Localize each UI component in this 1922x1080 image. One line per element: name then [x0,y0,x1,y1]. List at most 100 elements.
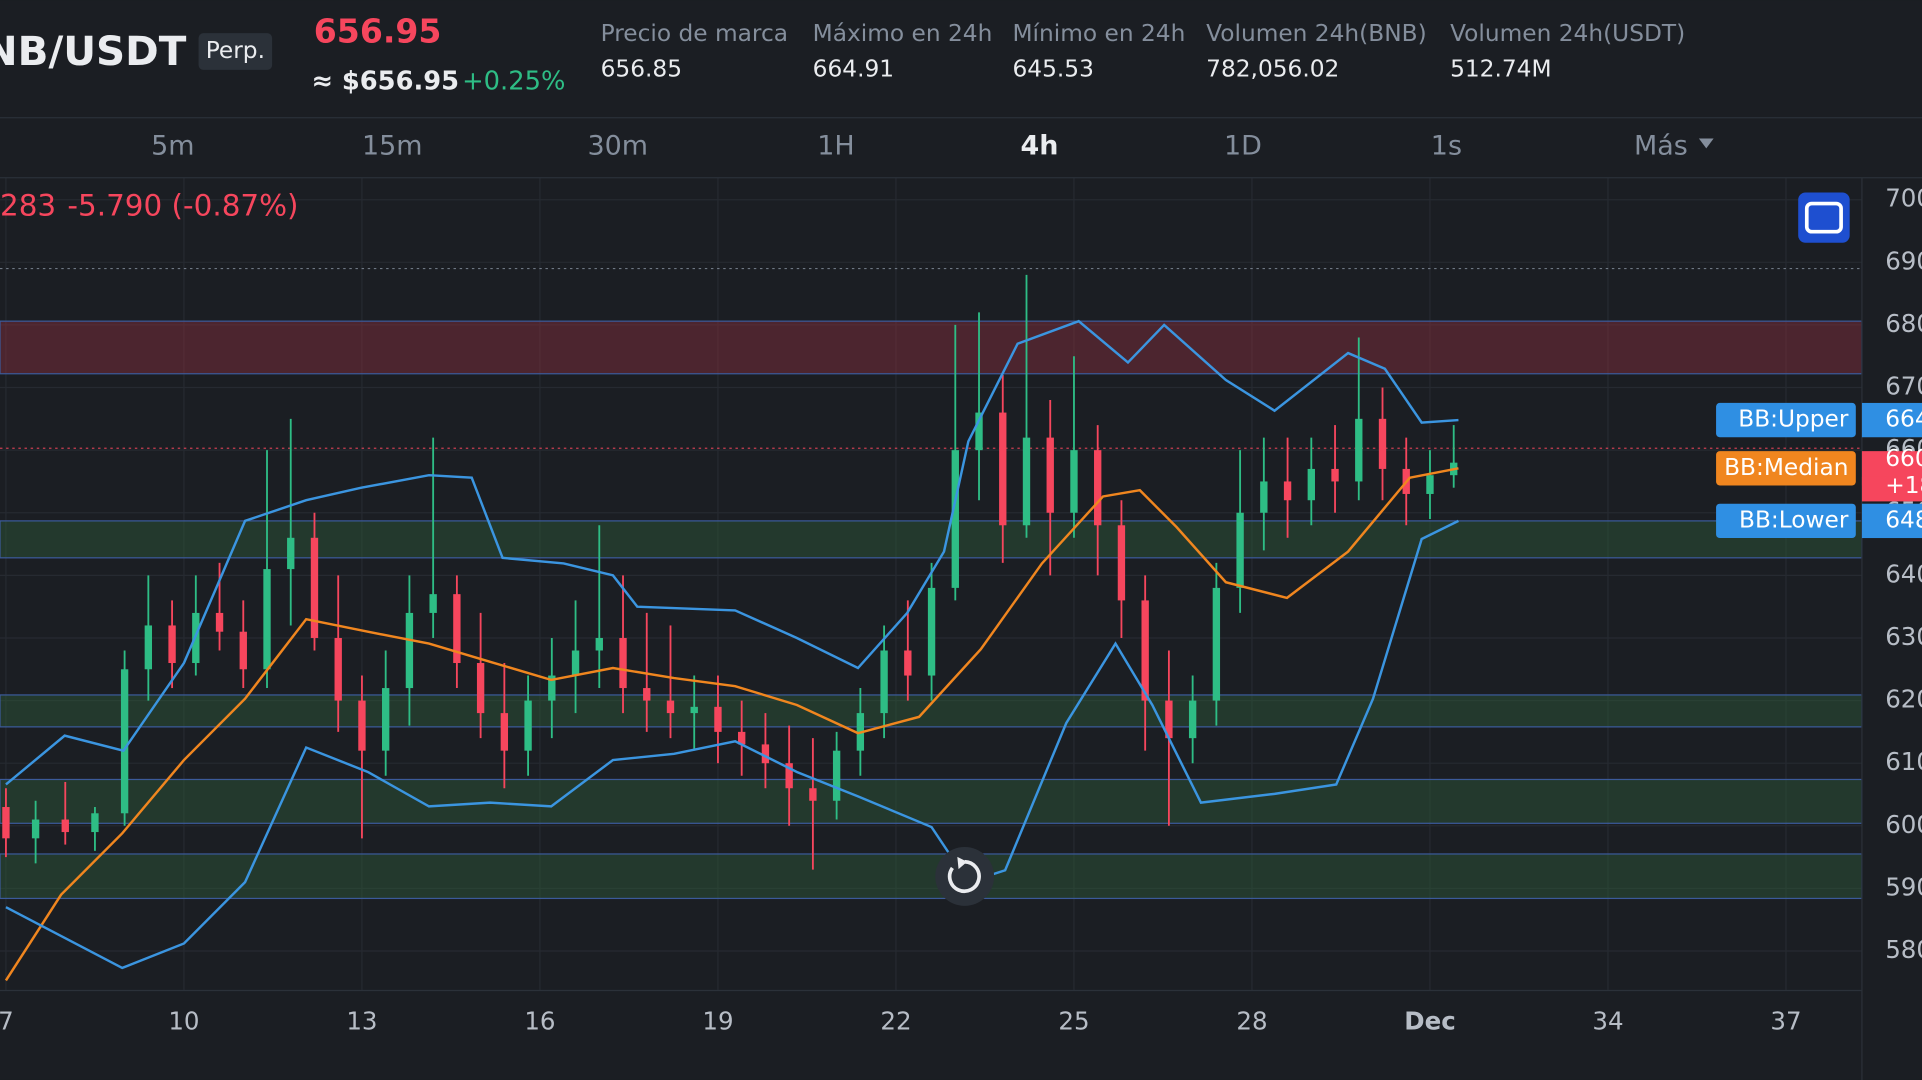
candle-body [951,450,959,588]
candle-body [1283,481,1292,501]
candle-body [382,688,390,751]
y-tick-label: 590 [1885,872,1922,901]
timeframe-tab[interactable]: 1H [817,131,854,162]
candle-body [880,650,888,714]
y-tick-label: 580 [1885,935,1922,964]
stat-value: 645.53 [1012,55,1093,82]
candle-body [643,688,651,701]
candle-body [168,625,176,664]
band-badge [1716,503,1856,539]
candle-body [1212,587,1221,701]
stat-label: Volumen 24h(BNB) [1206,20,1427,47]
y-tick-label: 620 [1885,685,1922,714]
band-line [4,467,1459,982]
x-tick-label: 34 [1592,1006,1623,1035]
candle-body [1260,481,1268,513]
scale-badge [1861,402,1922,438]
candle-body [666,700,675,714]
scale-badge-label: 660 [1885,445,1922,472]
candle-body [785,763,793,789]
candle-body [714,706,722,732]
candle-body [927,587,936,676]
candle-body [91,813,99,833]
candle-body [1355,418,1363,482]
candle-body [429,594,437,613]
stat-label: Máximo en 24h [813,20,993,47]
candle-body [1094,450,1102,526]
candle-body [453,594,461,664]
reset-icon-arrow [957,856,968,870]
candle-body [215,612,224,632]
scale-badge [1861,503,1922,539]
candle-body [690,706,698,714]
timeframe-tab[interactable]: 15m [362,131,423,162]
band-line [5,519,1459,970]
plot-area [0,177,1863,991]
candle-body [619,637,627,689]
timeframe-tab[interactable]: Más [1634,131,1688,162]
candle-body [310,537,319,638]
reset-button[interactable] [935,847,995,906]
legend-change: -5.790 (-0.87%) [67,189,298,223]
stat-label: Volumen 24h(USDT) [1450,20,1685,47]
y-tick-label: 630 [1885,622,1922,651]
timeframe-tab[interactable]: 1s [1431,131,1462,162]
candle-body [1165,700,1173,739]
candle-body [144,625,153,670]
timeframe-tab[interactable]: 4h [1020,131,1058,162]
reset-icon [947,859,981,893]
x-tick-label: Dec [1404,1006,1455,1035]
contract-badge [198,33,273,70]
x-tick-label: 16 [524,1006,555,1035]
stat-value: 664.91 [813,55,894,82]
price-badge-label: +18 [1885,472,1922,499]
candle-body [832,750,841,801]
candle-body [476,663,485,714]
x-tick-label: 25 [1058,1006,1089,1035]
candle-body [31,819,40,839]
contract: Perp. [206,37,265,64]
candle-body [1188,700,1197,739]
candle-body [1022,437,1031,526]
candle-body [358,700,366,751]
candle-body [1378,418,1387,469]
candle-body [548,675,556,701]
timeframe-tab[interactable]: 1D [1224,131,1262,162]
band-badge [1716,402,1856,438]
candle-body [1331,468,1339,482]
candle-body [2,807,10,839]
candle-body [334,637,342,701]
candle-body [61,819,69,833]
x-tick-label: 37 [1770,1006,1801,1035]
timeframe-tab[interactable]: 5m [151,131,194,162]
x-tick-label: 19 [702,1006,733,1035]
band-name: BB:Upper [1738,406,1849,433]
fullscreen-icon [1804,201,1843,234]
y-tick-label: 610 [1885,747,1922,776]
stat-value: 782,056.02 [1206,55,1339,82]
y-tick-label: 640 [1885,559,1922,588]
stat-value: 656.85 [601,55,682,82]
y-tick-label: 670 [1885,372,1922,401]
y-tick-label: 680 [1885,309,1922,338]
x-tick-label: 28 [1236,1006,1267,1035]
candle-body [595,637,603,651]
stat-label: Precio de marca [601,20,788,47]
timeframe-tab[interactable]: 30m [588,131,649,162]
band-badge [1716,451,1856,486]
symbol[interactable]: BNB/USDT [0,27,187,75]
zone [0,320,1863,375]
candle-body [405,612,414,689]
band-line [5,319,1459,786]
candle-body [738,731,746,745]
stat-label: Mínimo en 24h [1012,20,1185,47]
candle-body [1426,475,1434,494]
candle-body [1236,512,1244,588]
x-tick-label: 22 [880,1006,911,1035]
candle-body [1141,600,1149,701]
candle-body [1070,450,1078,513]
more-arrow [1698,138,1714,149]
candle-body [120,669,129,814]
approx-usd: ≈ $656.95 [311,67,459,97]
